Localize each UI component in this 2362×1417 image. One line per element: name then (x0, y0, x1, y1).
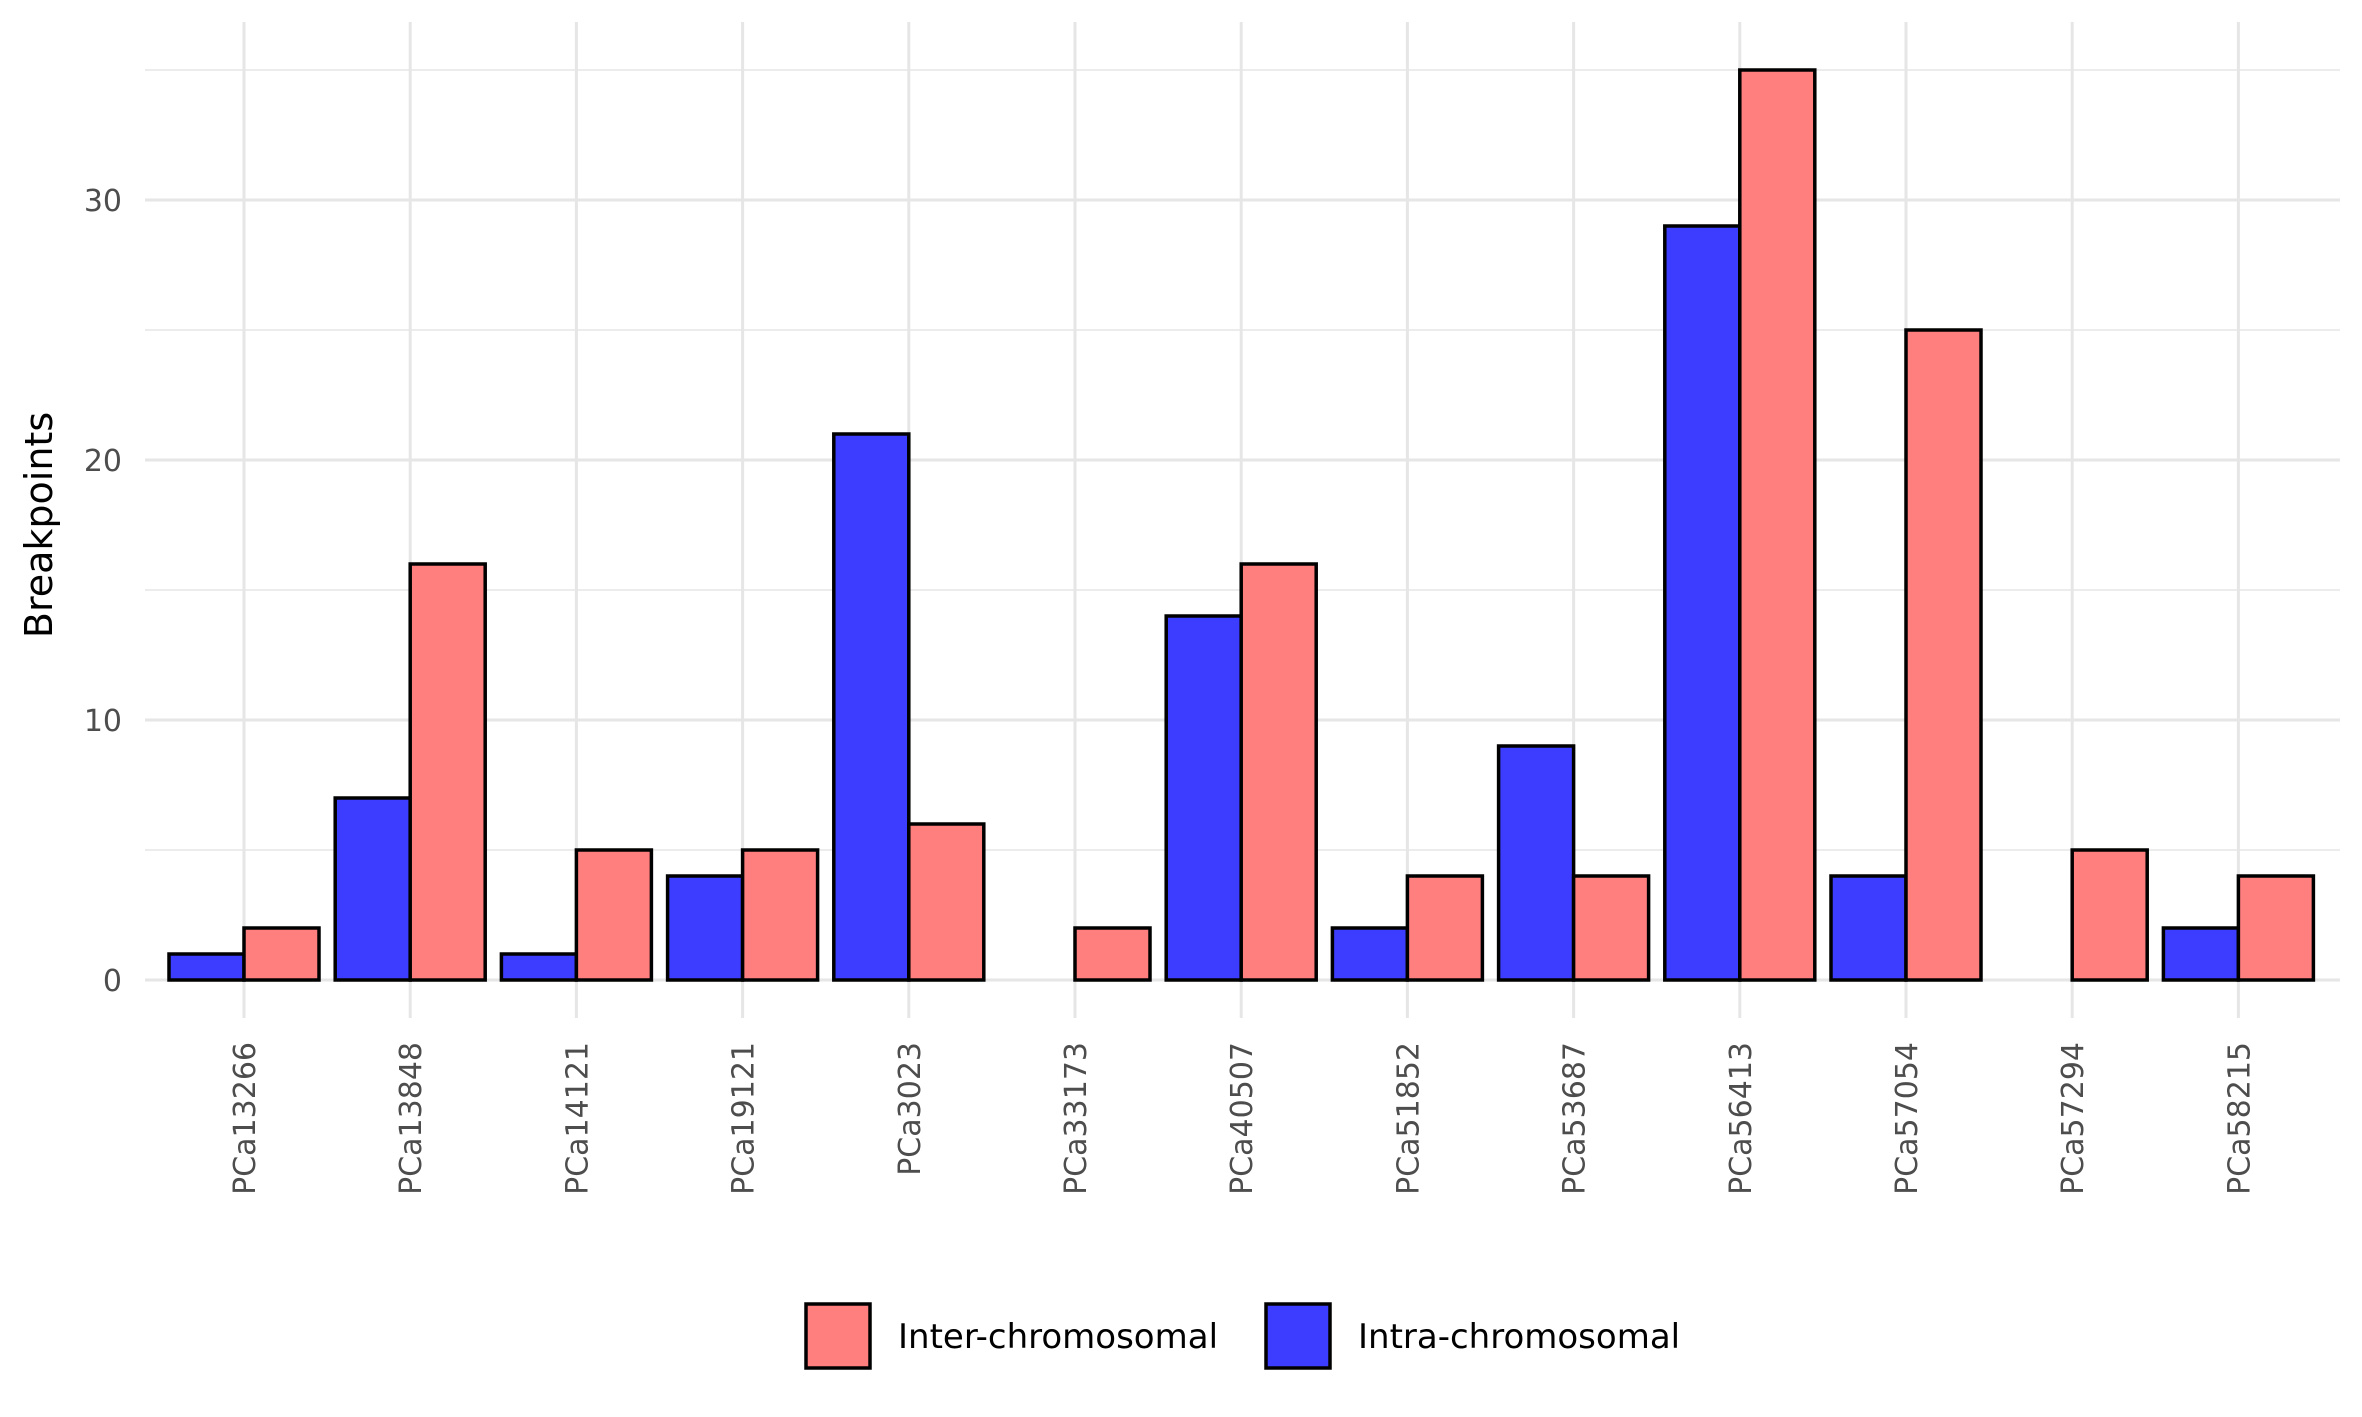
x-tick-label: PCa58215 (2222, 1042, 2257, 1195)
bar-intra-PCa3023 (832, 432, 911, 982)
x-tick-label: PCa56413 (1724, 1042, 1759, 1195)
x-tick-label: PCa57294 (2056, 1042, 2091, 1195)
y-tick-label: 0 (103, 964, 122, 999)
y-tick-label: 20 (84, 444, 122, 479)
bar-intra-PCa51852 (1330, 926, 1410, 982)
x-tick-label: PCa40507 (1225, 1042, 1260, 1195)
bar-inter-PCa53687 (1571, 874, 1651, 982)
bar-intra-PCa57054 (1829, 874, 1908, 982)
bar-inter-PCa19121 (740, 848, 820, 982)
y-axis-tick-labels: 0 10 20 30 (84, 184, 122, 999)
x-tick-label: PCa13266 (228, 1042, 263, 1195)
bar-inter-PCa40507 (1239, 562, 1318, 982)
x-tick-label: PCa51852 (1391, 1042, 1426, 1195)
bar-inter-PCa58215 (2236, 874, 2316, 982)
legend-label: Inter-chromosomal (898, 1317, 1218, 1357)
bar-intra-PCa56413 (1663, 224, 1742, 982)
bar-inter-PCa13266 (242, 926, 321, 982)
bar-inter-PCa57054 (1904, 328, 1983, 982)
bar-intra-PCa40507 (1164, 614, 1243, 982)
bar-inter-PCa3023 (907, 822, 986, 982)
bar-inter-PCa57294 (2070, 848, 2149, 982)
x-tick-label: PCa19121 (727, 1042, 762, 1195)
y-tick-label: 10 (84, 704, 122, 739)
x-tick-label: PCa3023 (893, 1042, 928, 1176)
bar-inter-PCa33173 (1073, 926, 1152, 982)
y-axis-title: Breakpoints (17, 412, 61, 638)
bar-inter-PCa14121 (574, 848, 654, 982)
y-tick-label: 30 (84, 184, 122, 219)
x-tick-label: PCa53687 (1558, 1042, 1593, 1195)
bar-intra-PCa19121 (665, 874, 745, 982)
bar-intra-PCa14121 (499, 952, 579, 982)
bar-inter-PCa56413 (1738, 68, 1817, 982)
x-tick-label: PCa57054 (1890, 1042, 1925, 1195)
bar-intra-PCa13266 (167, 952, 246, 982)
bar-inter-PCa13848 (408, 562, 487, 982)
legend-key (804, 1302, 872, 1370)
bar-intra-PCa58215 (2161, 926, 2241, 982)
x-axis-tick-labels: PCa13266 PCa13848 PCa14121 PCa19121 PCa3023 P… (228, 1042, 2257, 1195)
x-tick-label: PCa33173 (1059, 1042, 1094, 1195)
bar-intra-PCa13848 (333, 796, 412, 982)
bars (167, 68, 2316, 982)
bar-inter-PCa51852 (1405, 874, 1485, 982)
x-tick-label: PCa13848 (394, 1042, 429, 1195)
legend: Inter-chromosomal Intra-chromosomal (804, 1302, 1680, 1370)
x-tick-label: PCa14121 (560, 1042, 595, 1195)
legend-label: Intra-chromosomal (1358, 1317, 1680, 1357)
bar-intra-PCa53687 (1496, 744, 1576, 982)
legend-key (1264, 1302, 1332, 1370)
